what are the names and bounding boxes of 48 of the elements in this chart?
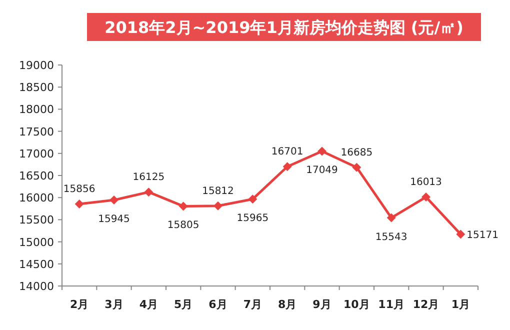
data-label: 16013: [410, 177, 442, 188]
y-tick-label: 18000: [19, 103, 54, 116]
y-tick-label: 15000: [19, 236, 54, 249]
y-tick-label: 18500: [19, 81, 54, 94]
data-label: 16685: [340, 147, 373, 158]
data-label: 15543: [375, 232, 408, 243]
point: [422, 192, 430, 202]
data-label: 16701: [271, 146, 304, 158]
data-label: 15965: [236, 213, 269, 224]
x-tick-label: 1月: [451, 298, 470, 311]
data-label: 15805: [167, 220, 200, 232]
y-tick-label: 15500: [19, 214, 54, 227]
point: [386, 213, 396, 222]
data-label: 16125: [132, 172, 165, 184]
y-tick-label: 16500: [19, 170, 54, 182]
data-label: 15945: [98, 214, 130, 226]
x-tick-label: 6月: [208, 298, 228, 311]
data-label: 15171: [466, 230, 498, 242]
point: [318, 146, 326, 156]
x-tick-label: 3月: [104, 298, 124, 311]
data-label: 15856: [63, 184, 96, 195]
point: [214, 201, 222, 210]
x-tick-label: 10月: [344, 298, 370, 311]
point: [178, 202, 188, 211]
x-tick-label: 9月: [312, 298, 332, 311]
y-tick-label: 17500: [19, 125, 54, 138]
point: [456, 230, 466, 239]
x-tick-label: 11月: [378, 298, 404, 311]
x-tick-label: 2月: [70, 298, 89, 311]
y-tick-label: 14500: [19, 258, 54, 271]
x-tick-label: 8月: [278, 298, 297, 311]
x-tick-label: 12月: [412, 298, 440, 311]
x-tick-label: 4月: [139, 298, 158, 311]
y-tick-label: 16000: [19, 192, 54, 205]
point: [248, 194, 258, 204]
y-tick-label: 19000: [19, 59, 54, 72]
x-tick-label: 7月: [243, 298, 262, 311]
y-tick-label: 17000: [19, 147, 54, 160]
data-label: 17049: [306, 165, 338, 176]
chart-title: 2018年2月~2019年1月新房均价走势图 (元/㎡): [104, 18, 464, 37]
point: [282, 162, 292, 172]
data-label: 15812: [202, 186, 234, 197]
y-tick-label: 14000: [19, 280, 54, 293]
point: [352, 162, 362, 172]
point: [74, 199, 84, 208]
point: [110, 196, 118, 205]
x-tick-label: 5月: [174, 298, 193, 311]
point: [144, 188, 154, 197]
